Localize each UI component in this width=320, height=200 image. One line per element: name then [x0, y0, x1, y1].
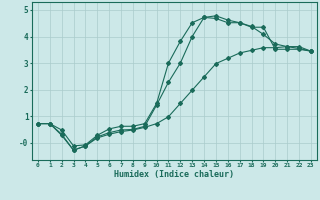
X-axis label: Humidex (Indice chaleur): Humidex (Indice chaleur): [115, 170, 234, 179]
